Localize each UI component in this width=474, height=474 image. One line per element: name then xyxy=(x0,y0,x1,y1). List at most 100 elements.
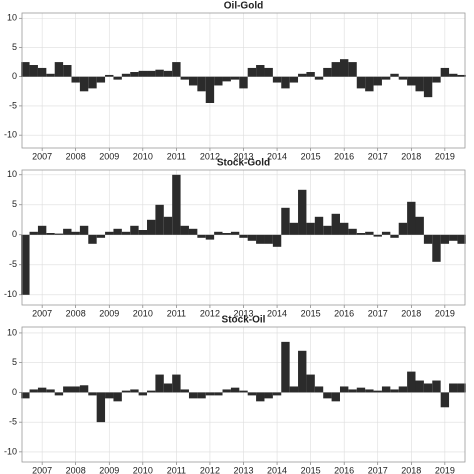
bar xyxy=(348,228,357,235)
bar xyxy=(239,234,248,238)
bar xyxy=(96,76,106,83)
bar xyxy=(365,389,374,393)
bar xyxy=(423,76,433,98)
x-tick-label: 2007 xyxy=(32,308,52,318)
x-tick-label: 2012 xyxy=(200,151,220,161)
x-tick-label: 2010 xyxy=(133,308,153,318)
x-tick-label: 2008 xyxy=(66,465,86,474)
bar xyxy=(21,62,30,77)
bar xyxy=(398,222,408,235)
plot-frame xyxy=(21,326,466,463)
bar xyxy=(373,390,382,393)
bar xyxy=(155,69,164,77)
bar xyxy=(381,231,391,235)
bar xyxy=(457,383,466,393)
bar xyxy=(138,230,148,235)
bar xyxy=(197,234,206,238)
bar xyxy=(172,62,181,77)
bar xyxy=(298,350,307,393)
bar xyxy=(289,222,299,235)
y-tick-label: 5 xyxy=(12,199,17,209)
bar xyxy=(163,216,173,235)
bar xyxy=(264,392,273,399)
bar xyxy=(46,233,55,235)
y-tick-label: 0 xyxy=(12,71,17,81)
bar xyxy=(71,386,80,393)
bar xyxy=(306,222,315,235)
bar xyxy=(79,225,89,235)
bar xyxy=(71,76,80,83)
bar xyxy=(323,67,332,77)
x-tick-label: 2008 xyxy=(66,308,86,318)
bar xyxy=(247,392,257,396)
bar xyxy=(365,231,374,235)
x-tick-label: 2010 xyxy=(133,465,153,474)
bar xyxy=(155,374,164,393)
bar xyxy=(398,386,408,393)
plot-frame xyxy=(21,12,466,149)
x-tick-label: 2016 xyxy=(334,465,354,474)
bar xyxy=(306,72,315,77)
bar xyxy=(222,389,231,393)
x-tick-label: 2011 xyxy=(167,151,186,161)
bar xyxy=(29,389,38,393)
bar xyxy=(281,341,290,393)
bar xyxy=(214,231,223,235)
bar xyxy=(46,389,55,393)
bar xyxy=(365,76,374,92)
bar xyxy=(331,213,340,235)
bar xyxy=(323,225,332,235)
y-tick-label: 0 xyxy=(12,387,17,397)
bar xyxy=(281,76,290,89)
bar xyxy=(205,392,215,396)
bar xyxy=(205,76,215,103)
bar xyxy=(272,392,282,396)
bar xyxy=(188,392,198,399)
bar xyxy=(306,374,315,393)
x-tick-label: 2018 xyxy=(401,151,421,161)
bar xyxy=(407,201,416,235)
bar xyxy=(54,233,64,235)
bar xyxy=(339,386,349,393)
bar xyxy=(289,76,299,83)
x-tick-label: 2018 xyxy=(401,465,421,474)
bar xyxy=(147,390,156,393)
bar xyxy=(79,76,89,92)
bar xyxy=(205,234,215,240)
bar xyxy=(432,234,441,262)
bar xyxy=(29,231,38,235)
bar xyxy=(390,389,399,393)
x-tick-label: 2013 xyxy=(233,151,253,161)
bar xyxy=(381,386,391,393)
bar xyxy=(415,380,424,393)
bar xyxy=(63,386,72,393)
bar xyxy=(281,207,290,235)
bar xyxy=(239,390,248,393)
x-tick-label: 2011 xyxy=(167,308,186,318)
x-tick-label: 2019 xyxy=(435,151,455,161)
bar xyxy=(440,392,450,408)
bar xyxy=(121,390,131,393)
y-tick-label: 5 xyxy=(12,42,17,52)
bar xyxy=(180,225,189,235)
x-tick-label: 2008 xyxy=(66,151,86,161)
bar xyxy=(298,73,307,77)
bar xyxy=(356,387,366,393)
bar xyxy=(54,62,64,77)
bar xyxy=(130,225,139,235)
x-tick-label: 2011 xyxy=(167,465,186,474)
x-tick-label: 2017 xyxy=(368,151,388,161)
bar xyxy=(96,234,106,238)
bar xyxy=(381,76,391,80)
x-tick-label: 2007 xyxy=(32,465,52,474)
bar xyxy=(390,234,399,238)
bar xyxy=(356,76,366,89)
bar xyxy=(113,228,122,235)
bar xyxy=(407,371,416,393)
bar xyxy=(440,234,450,244)
y-tick-label: 10 xyxy=(7,13,17,23)
bar xyxy=(348,389,357,393)
panel-title: Stock-Gold xyxy=(217,158,270,169)
bar xyxy=(264,234,273,244)
bar xyxy=(222,76,231,82)
